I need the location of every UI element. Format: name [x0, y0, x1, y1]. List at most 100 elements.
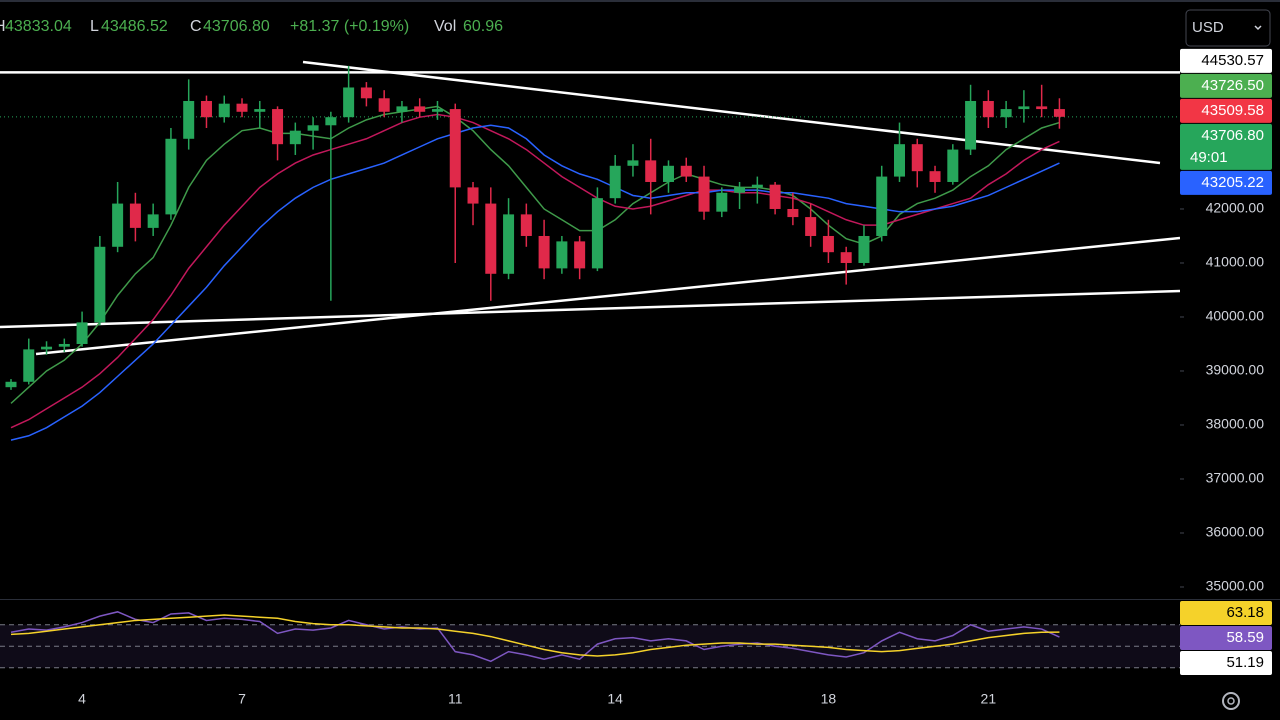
x-tick-label: 4: [78, 691, 86, 707]
candle-body: [289, 130, 301, 145]
y-tick-label: 35000.00: [1206, 578, 1265, 594]
candle-body: [272, 109, 284, 145]
price-label: 43706.80: [1201, 127, 1264, 144]
candle-body: [218, 103, 230, 118]
gear-icon[interactable]: [1222, 692, 1240, 710]
price-label-box: [1180, 123, 1272, 170]
currency-selector[interactable]: USD: [1185, 9, 1271, 47]
candle-body: [751, 184, 763, 188]
chevron-icon: [1254, 25, 1262, 31]
candle-body: [556, 241, 568, 269]
indicator-line: [10, 614, 1060, 657]
candle-body: [165, 138, 177, 215]
candle-body: [307, 125, 319, 131]
candle-body: [574, 241, 586, 269]
price-label: 44530.57: [1201, 52, 1264, 69]
price-label: 43205.22: [1201, 174, 1264, 191]
y-tick-label: 42000.00: [1206, 200, 1265, 216]
axes: 35000.00 36000.00 37000.00 38000.00 39000.00…: [78, 48, 1272, 707]
candle-body: [716, 192, 728, 212]
ohlc-header: H 43833.04 L 43486.52 C 43706.80 +81.37 …: [0, 18, 503, 35]
currency-text: USD: [1192, 19, 1224, 36]
trend-line: [35, 236, 1180, 356]
candle-body: [485, 203, 497, 274]
candle-body: [254, 109, 266, 112]
candle-body: [734, 187, 746, 193]
x-tick-label: 14: [607, 691, 623, 707]
candle-body: [822, 235, 834, 253]
close-label: C: [190, 18, 202, 35]
gear-center: [1227, 697, 1235, 705]
candle-body: [591, 198, 603, 269]
price-label-box: [1180, 170, 1272, 195]
candle-body: [112, 203, 124, 247]
candle-body: [23, 349, 35, 382]
price-label-box: [1180, 651, 1272, 676]
candle-body: [858, 235, 870, 263]
trend-line: [302, 60, 1161, 165]
y-tick-label: 40000.00: [1206, 308, 1265, 324]
candle-body: [840, 252, 852, 263]
candle-body: [503, 214, 515, 274]
settings-button[interactable]: [1222, 692, 1240, 710]
candle-body: [236, 103, 248, 112]
price-label: 43509.58: [1201, 102, 1264, 119]
high-label: H: [0, 18, 6, 35]
price-label-box: [1180, 73, 1272, 98]
candle-body: [609, 165, 621, 199]
candle-body: [538, 235, 550, 269]
top-border: [0, 0, 1280, 2]
close-value: 43706.80: [203, 18, 270, 35]
x-tick-label: 7: [238, 691, 246, 707]
candle-body: [396, 106, 408, 112]
candle-body: [414, 106, 426, 112]
price-label: 51.19: [1226, 654, 1264, 671]
price-label-box: [1180, 48, 1272, 73]
y-tick-label: 36000.00: [1206, 524, 1265, 540]
change-value: +81.37 (+0.19%): [290, 18, 409, 35]
countdown-label: 49:01: [1190, 149, 1228, 166]
candle-body: [183, 100, 195, 139]
candle-body: [41, 346, 53, 350]
currency-button[interactable]: [1185, 9, 1271, 47]
price-label-box: [1180, 626, 1272, 651]
candle-body: [787, 208, 799, 218]
candle-body: [982, 100, 994, 118]
x-tick-label: 11: [448, 691, 463, 707]
volume-value: 60.96: [463, 18, 503, 35]
x-tick-label: 21: [981, 691, 997, 707]
candle-body: [200, 100, 212, 118]
candle-body: [147, 214, 159, 228]
candle-body: [645, 160, 657, 182]
price-label: 63.18: [1226, 604, 1264, 621]
y-tick-label: 41000.00: [1206, 254, 1265, 270]
candle-body: [876, 176, 888, 236]
candle-body: [520, 214, 532, 236]
candle-body: [129, 203, 141, 228]
candle-body: [662, 165, 674, 182]
candle-body: [911, 144, 923, 172]
candle-body: [58, 343, 70, 347]
indicator-line: [10, 611, 1060, 663]
y-tick-label: 38000.00: [1206, 416, 1265, 432]
candle-body: [76, 322, 88, 344]
candle-body: [1000, 109, 1012, 118]
candle-body: [360, 87, 372, 99]
candle-body: [929, 171, 941, 182]
high-value: 43833.04: [5, 18, 72, 35]
candle-body: [431, 109, 443, 112]
candle-body: [947, 149, 959, 182]
low-label: L: [90, 18, 99, 35]
candle-body: [1053, 109, 1065, 117]
candle-body: [894, 144, 905, 177]
rsi-pane: [0, 611, 1180, 669]
candle-body: [94, 246, 106, 323]
price-label-box: [1180, 98, 1272, 123]
low-value: 43486.52: [101, 18, 168, 35]
candle-body: [680, 165, 692, 177]
x-tick-label: 18: [821, 691, 837, 707]
candle-body: [769, 184, 781, 209]
price-label: 58.59: [1226, 629, 1264, 646]
y-tick-label: 37000.00: [1206, 470, 1265, 486]
